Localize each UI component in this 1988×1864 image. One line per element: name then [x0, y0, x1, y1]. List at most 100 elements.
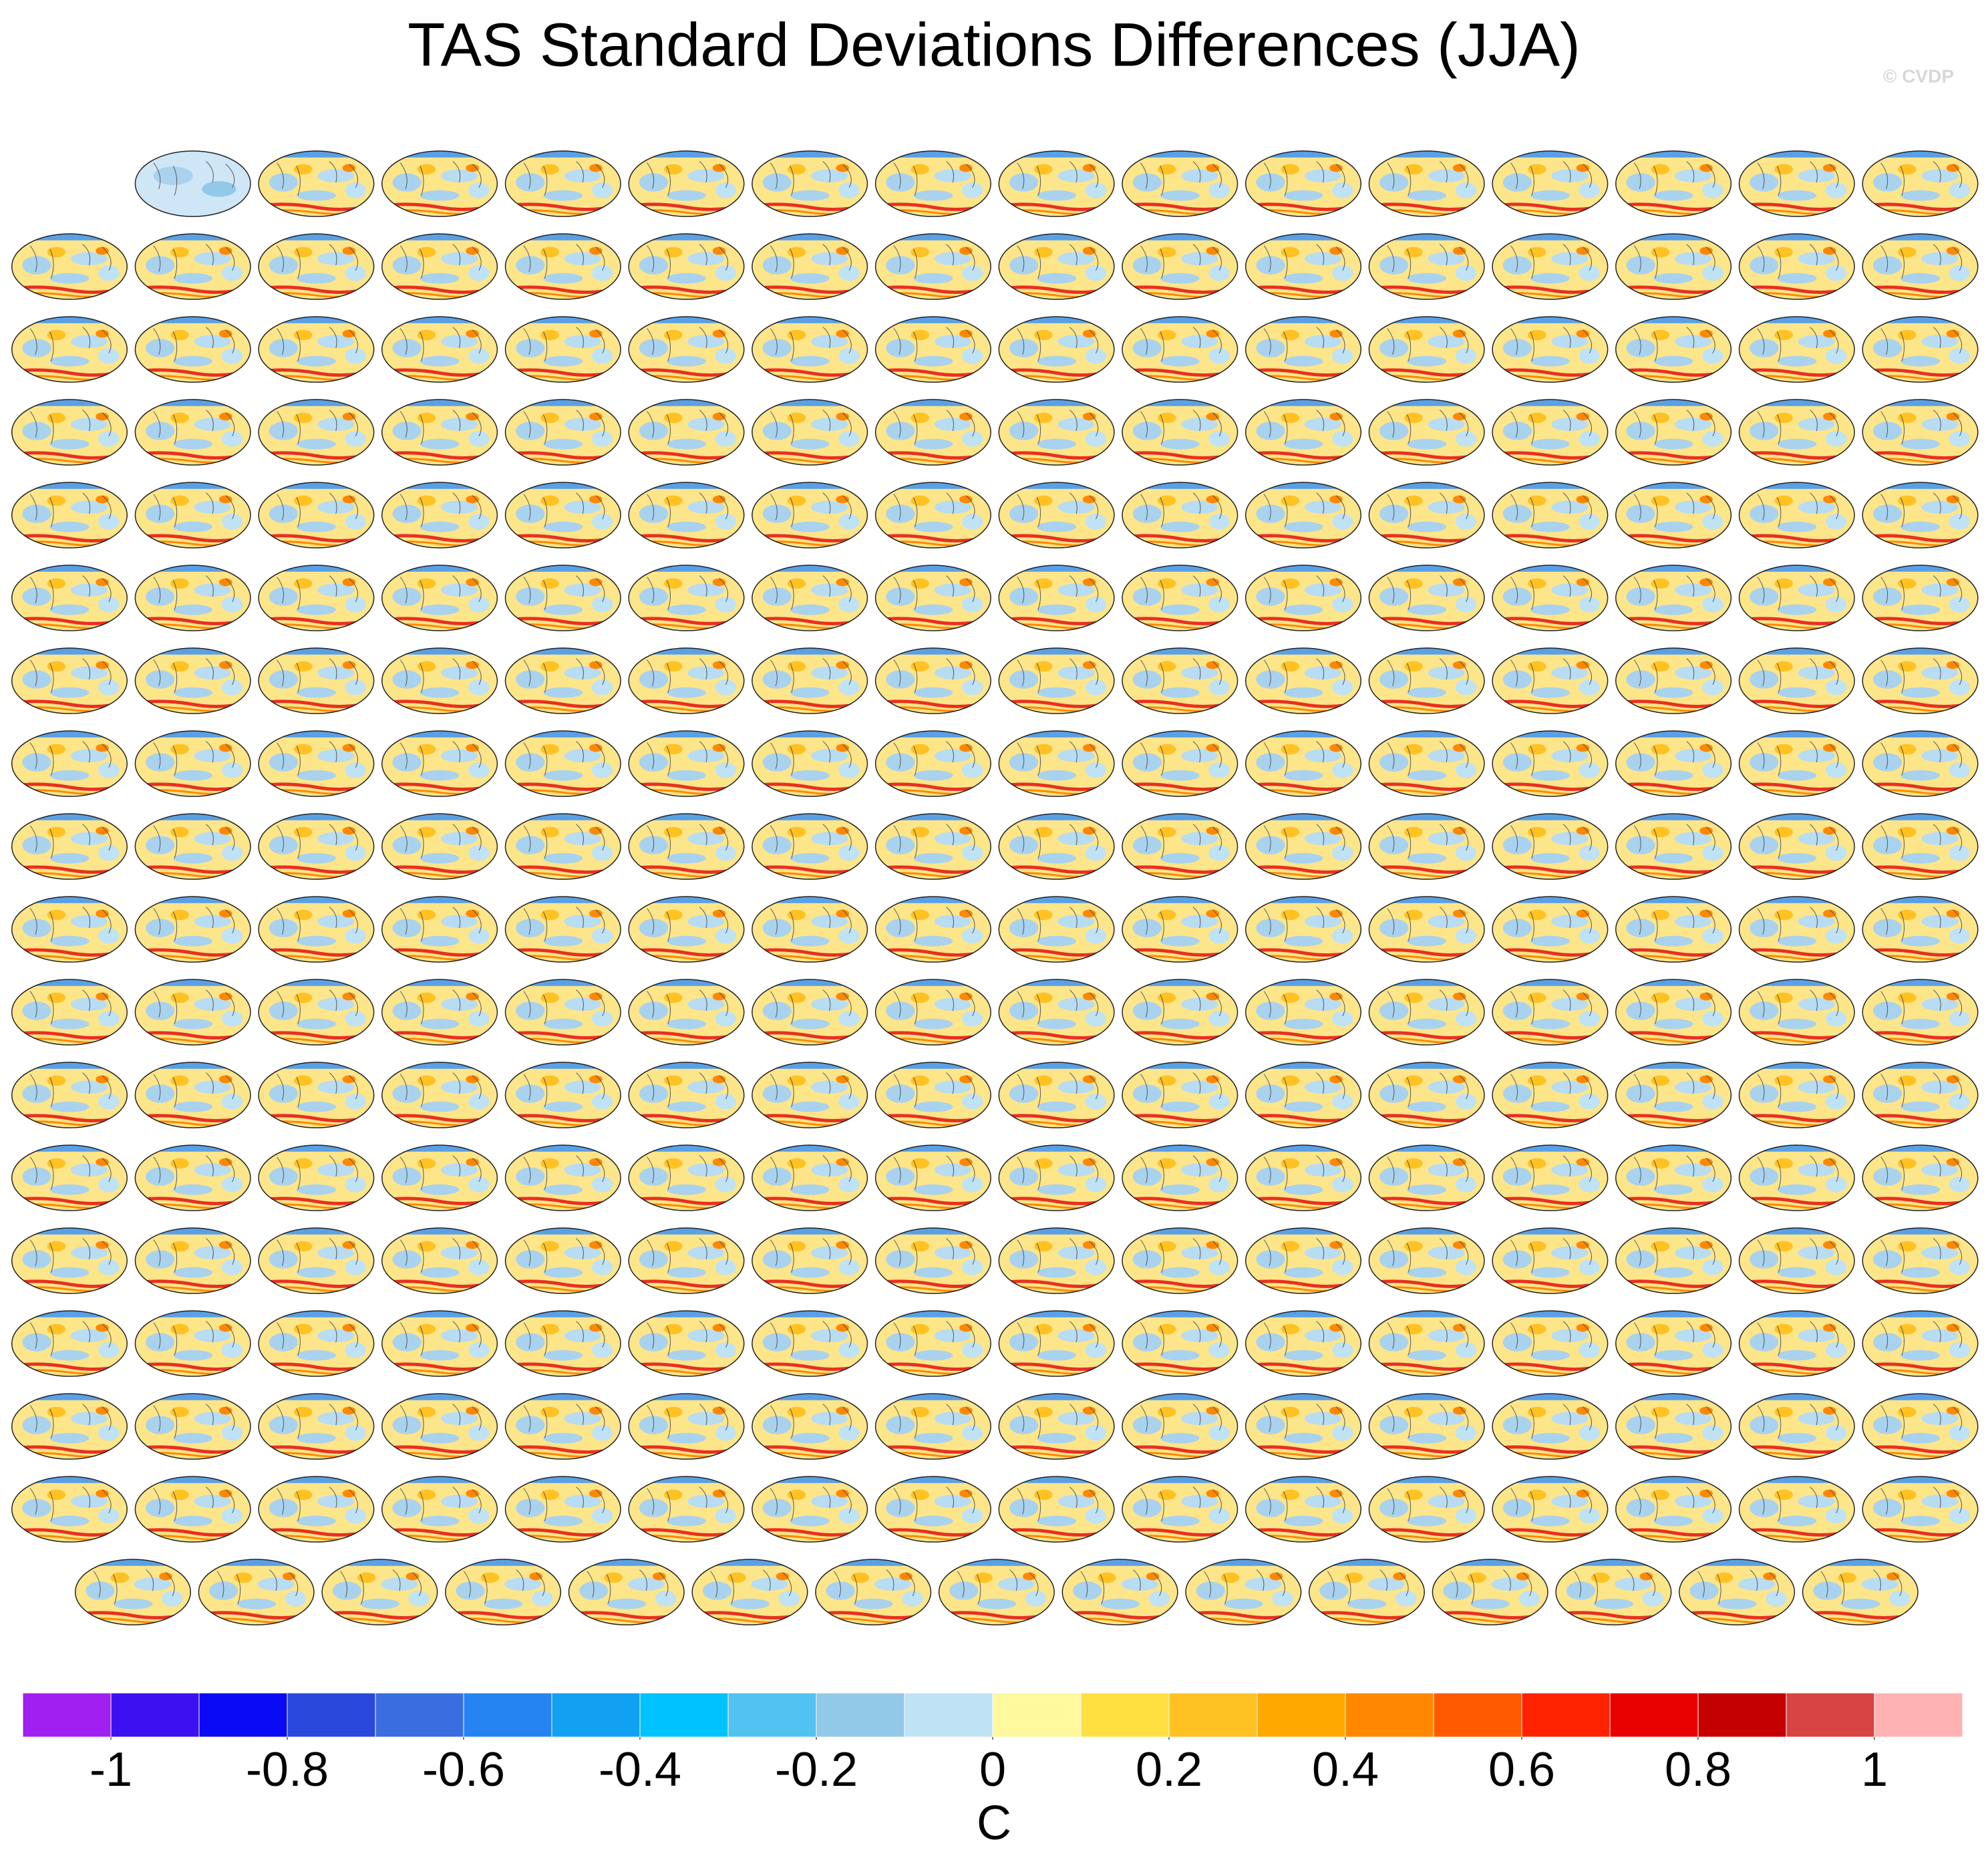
map-panel	[1245, 730, 1363, 798]
map-panel	[1615, 1061, 1733, 1129]
map-panel	[381, 1144, 499, 1212]
map-panel	[997, 398, 1116, 466]
map-panel	[1491, 481, 1609, 549]
map-panel	[1061, 1558, 1179, 1626]
map-panel	[1491, 232, 1609, 301]
map-panel	[814, 1558, 933, 1626]
map-panel	[627, 1144, 746, 1212]
map-panel	[1367, 150, 1486, 218]
map-panel	[1738, 1227, 1856, 1295]
map-panel	[1738, 1392, 1856, 1460]
map-panel	[627, 150, 746, 218]
tick-label: 0.2	[1136, 1743, 1202, 1797]
map-panel	[1367, 647, 1486, 715]
map-panel	[1245, 1392, 1363, 1460]
color-box	[1433, 1692, 1522, 1738]
map-panel	[1861, 1392, 1979, 1460]
map-panel	[134, 647, 252, 715]
map-grid	[11, 150, 1979, 1626]
map-panel	[257, 895, 375, 963]
map-panel	[1245, 315, 1363, 383]
map-panel	[1738, 481, 1856, 549]
map-panel	[1121, 1309, 1239, 1378]
map-panel	[997, 1227, 1116, 1295]
map-panel	[627, 564, 746, 632]
map-panel	[1491, 150, 1609, 218]
tick-label: 1	[1861, 1743, 1888, 1797]
map-panel	[1245, 895, 1363, 963]
map-panel	[1367, 1392, 1486, 1460]
title: TAS Standard Deviations Differences (JJA…	[407, 11, 1581, 79]
map-panel	[1245, 1475, 1363, 1543]
map-panel	[627, 895, 746, 963]
map-panel	[11, 232, 129, 301]
map-panel	[1121, 232, 1239, 301]
map-panel	[504, 1392, 623, 1460]
map-panel	[134, 1144, 252, 1212]
map-panel	[1738, 1144, 1856, 1212]
map-panel	[1245, 1309, 1363, 1378]
map-panel	[627, 1227, 746, 1295]
map-panel	[1738, 232, 1856, 301]
map-panel	[1738, 647, 1856, 715]
color-box	[727, 1692, 817, 1738]
map-panel	[504, 1061, 623, 1129]
map-panel	[1861, 1061, 1979, 1129]
map-panel	[1491, 895, 1609, 963]
map-panel	[751, 315, 869, 383]
map-panel	[381, 315, 499, 383]
map-panel	[1861, 150, 1979, 218]
map-panel	[1738, 398, 1856, 466]
map-panel	[11, 1227, 129, 1295]
map-panel	[1615, 398, 1733, 466]
map-panel	[1367, 398, 1486, 466]
map-panel	[627, 1475, 746, 1543]
map-panel	[1245, 481, 1363, 549]
map-panel	[1491, 1144, 1609, 1212]
map-panel	[11, 1475, 129, 1543]
map-panel	[1367, 1475, 1486, 1543]
color-box	[463, 1692, 552, 1738]
map-panel	[1245, 812, 1363, 881]
map-panel	[751, 895, 869, 963]
map-panel	[1861, 1227, 1979, 1295]
map-panel	[874, 1227, 993, 1295]
map-panel	[874, 481, 993, 549]
map-panel	[751, 1475, 869, 1543]
map-panel	[1245, 150, 1363, 218]
map-panel	[11, 1061, 129, 1129]
map-panel	[874, 895, 993, 963]
map-panel	[257, 232, 375, 301]
map-panel	[11, 647, 129, 715]
map-panel	[257, 1227, 375, 1295]
map-panel	[134, 978, 252, 1046]
color-box	[287, 1692, 376, 1738]
color-box	[198, 1692, 288, 1738]
map-panel	[751, 647, 869, 715]
map-panel	[134, 315, 252, 383]
map-panel	[1738, 564, 1856, 632]
color-box	[1168, 1692, 1258, 1738]
color-box	[1874, 1692, 1963, 1738]
map-panel	[257, 1144, 375, 1212]
map-panel	[691, 1558, 809, 1626]
map-panel	[1861, 481, 1979, 549]
map-panel	[504, 730, 623, 798]
map-panel	[1121, 150, 1239, 218]
map-panel	[1615, 730, 1733, 798]
map-panel	[627, 1061, 746, 1129]
map-panel	[1738, 895, 1856, 963]
map-panel	[1121, 564, 1239, 632]
map-panel	[1738, 978, 1856, 1046]
map-panel	[1738, 1309, 1856, 1378]
map-panel	[1245, 564, 1363, 632]
map-panel	[257, 564, 375, 632]
map-panel	[1615, 564, 1733, 632]
map-panel	[1121, 730, 1239, 798]
map-panel	[1367, 978, 1486, 1046]
map-panel	[997, 315, 1116, 383]
map-panel	[997, 647, 1116, 715]
map-panel	[1121, 1061, 1239, 1129]
map-panel	[381, 232, 499, 301]
map-panel	[11, 812, 129, 881]
